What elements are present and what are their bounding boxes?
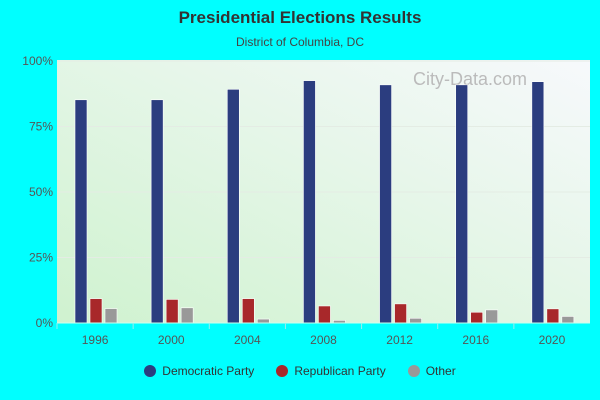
bar-democratic-party-2012 [379, 84, 392, 324]
bar-republican-party-2020 [546, 308, 560, 324]
bar-republican-party-2012 [394, 303, 407, 324]
y-tick-label: 25% [29, 251, 53, 265]
legend-label: Republican Party [294, 364, 386, 378]
x-tick-label: 2004 [234, 333, 261, 347]
chart-subtitle: District of Columbia, DC [235, 35, 365, 49]
legend-dot-icon [144, 365, 157, 377]
legend-item[interactable]: Other [407, 364, 456, 378]
legend-label: Democratic Party [162, 364, 255, 378]
legend-item[interactable]: Republican Party [276, 364, 386, 378]
bar-other-2020 [561, 316, 575, 324]
bar-democratic-party-2000 [150, 99, 164, 324]
watermark: City-Data.com [413, 69, 527, 89]
y-tick-label: 100% [22, 54, 53, 68]
x-tick-label: 2016 [462, 333, 489, 347]
bar-other-1996 [104, 308, 118, 324]
legend-item[interactable]: Democratic Party [144, 364, 254, 378]
chart-title: Presidential Elections Results [178, 8, 422, 27]
bar-democratic-party-2020 [531, 81, 545, 324]
x-tick-label: 2000 [158, 333, 185, 347]
bar-democratic-party-2008 [303, 80, 316, 324]
bar-republican-party-2004 [241, 298, 255, 324]
bar-other-2012 [409, 317, 422, 324]
x-tick-label: 2008 [310, 333, 337, 347]
bar-republican-party-2016 [470, 311, 484, 324]
bar-republican-party-2000 [165, 299, 179, 324]
bar-other-2000 [180, 307, 194, 324]
y-tick-label: 50% [29, 185, 53, 199]
x-tick-label: 2020 [539, 333, 566, 347]
legend-dot-icon [276, 365, 289, 377]
x-tick-label: 1996 [82, 333, 109, 347]
bar-republican-party-2008 [318, 305, 331, 324]
bar-republican-party-1996 [89, 298, 103, 324]
legend-label: Other [425, 364, 456, 378]
bar-democratic-party-1996 [74, 99, 88, 324]
bar-other-2004 [256, 318, 270, 324]
bar-democratic-party-2016 [455, 84, 469, 324]
bar-other-2016 [485, 309, 499, 324]
legend-dot-icon [407, 365, 420, 377]
legend: Democratic Party Republican Party Other [0, 364, 600, 378]
bar-democratic-party-2004 [226, 88, 240, 324]
y-tick-label: 0% [36, 316, 54, 330]
y-tick-label: 75% [29, 120, 53, 134]
x-tick-label: 2012 [386, 333, 413, 347]
